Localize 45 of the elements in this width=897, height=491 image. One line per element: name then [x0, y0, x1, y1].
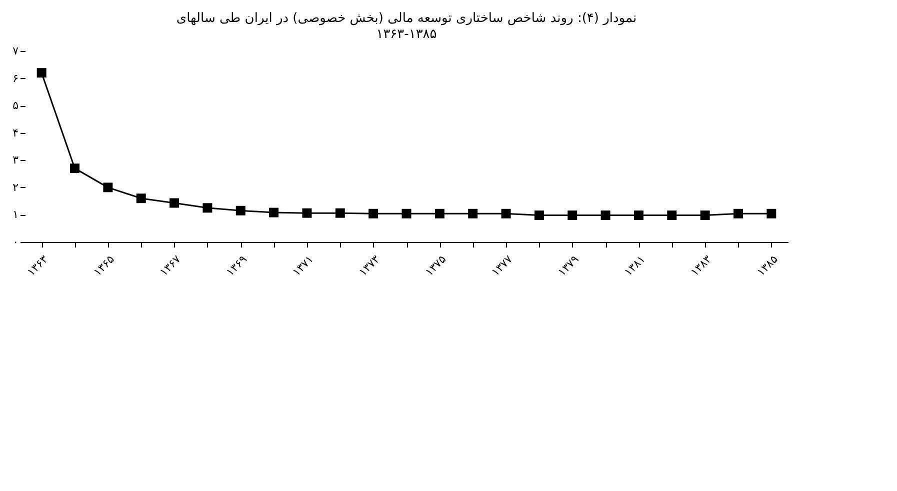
- point: [402, 208, 412, 218]
- point: [766, 208, 776, 218]
- x-tick-label: ۱۳۷۳: [356, 252, 382, 279]
- point: [368, 208, 378, 218]
- x-tick-label: ۱۳۸۳: [688, 252, 714, 279]
- chart-subtitle: ۱۳۶۳-۱۳۸۵: [376, 27, 437, 42]
- x-tick-label: ۱۳۷۵: [422, 252, 449, 279]
- point: [335, 208, 345, 218]
- point: [634, 210, 644, 220]
- point: [70, 164, 80, 174]
- x-tick-label: ۱۳۶۵: [91, 252, 117, 279]
- x-tick-label: ۱۳۷۹: [555, 252, 582, 279]
- point: [667, 210, 677, 220]
- x-tick-label: ۱۳۶۹: [224, 252, 250, 279]
- point: [501, 208, 511, 218]
- y-tick-label: ۵: [12, 99, 19, 112]
- x-tick-label: ۱۳۸۱: [622, 252, 648, 279]
- point: [202, 203, 212, 213]
- x-tick-label: ۱۳۶۷: [157, 252, 184, 279]
- point: [468, 208, 478, 218]
- y-tick-label: ۲: [12, 180, 19, 194]
- point: [236, 206, 246, 216]
- y-tick-label: ۴: [12, 126, 19, 140]
- point: [302, 208, 312, 218]
- point: [170, 198, 180, 208]
- y-tick-label: ۳: [12, 154, 19, 167]
- point: [36, 68, 46, 78]
- x-tick-label: ۱۳۷۷: [489, 252, 516, 279]
- chart-title: نمودار (۴): روند شاخص ساختاری توسعه مالی (بخش خصوصی) در ایران طی سالهای: [176, 11, 637, 26]
- point: [103, 182, 113, 192]
- point: [534, 210, 544, 220]
- y-tick-label: ۷: [12, 44, 19, 58]
- y-tick-label: ۰: [12, 236, 18, 248]
- point: [136, 194, 146, 204]
- y-tick-label: ۱: [12, 208, 18, 222]
- point: [568, 210, 578, 220]
- x-tick-label: ۱۳۷۱: [290, 252, 316, 279]
- x-tick-label: ۱۳۸۵: [754, 252, 780, 279]
- x-tick-label: ۱۳۶۳: [24, 252, 51, 279]
- point: [600, 210, 610, 220]
- y-tick-label: ۶: [12, 72, 18, 85]
- point: [269, 208, 279, 218]
- point: [733, 208, 743, 218]
- point: [700, 210, 710, 220]
- point: [434, 208, 444, 218]
